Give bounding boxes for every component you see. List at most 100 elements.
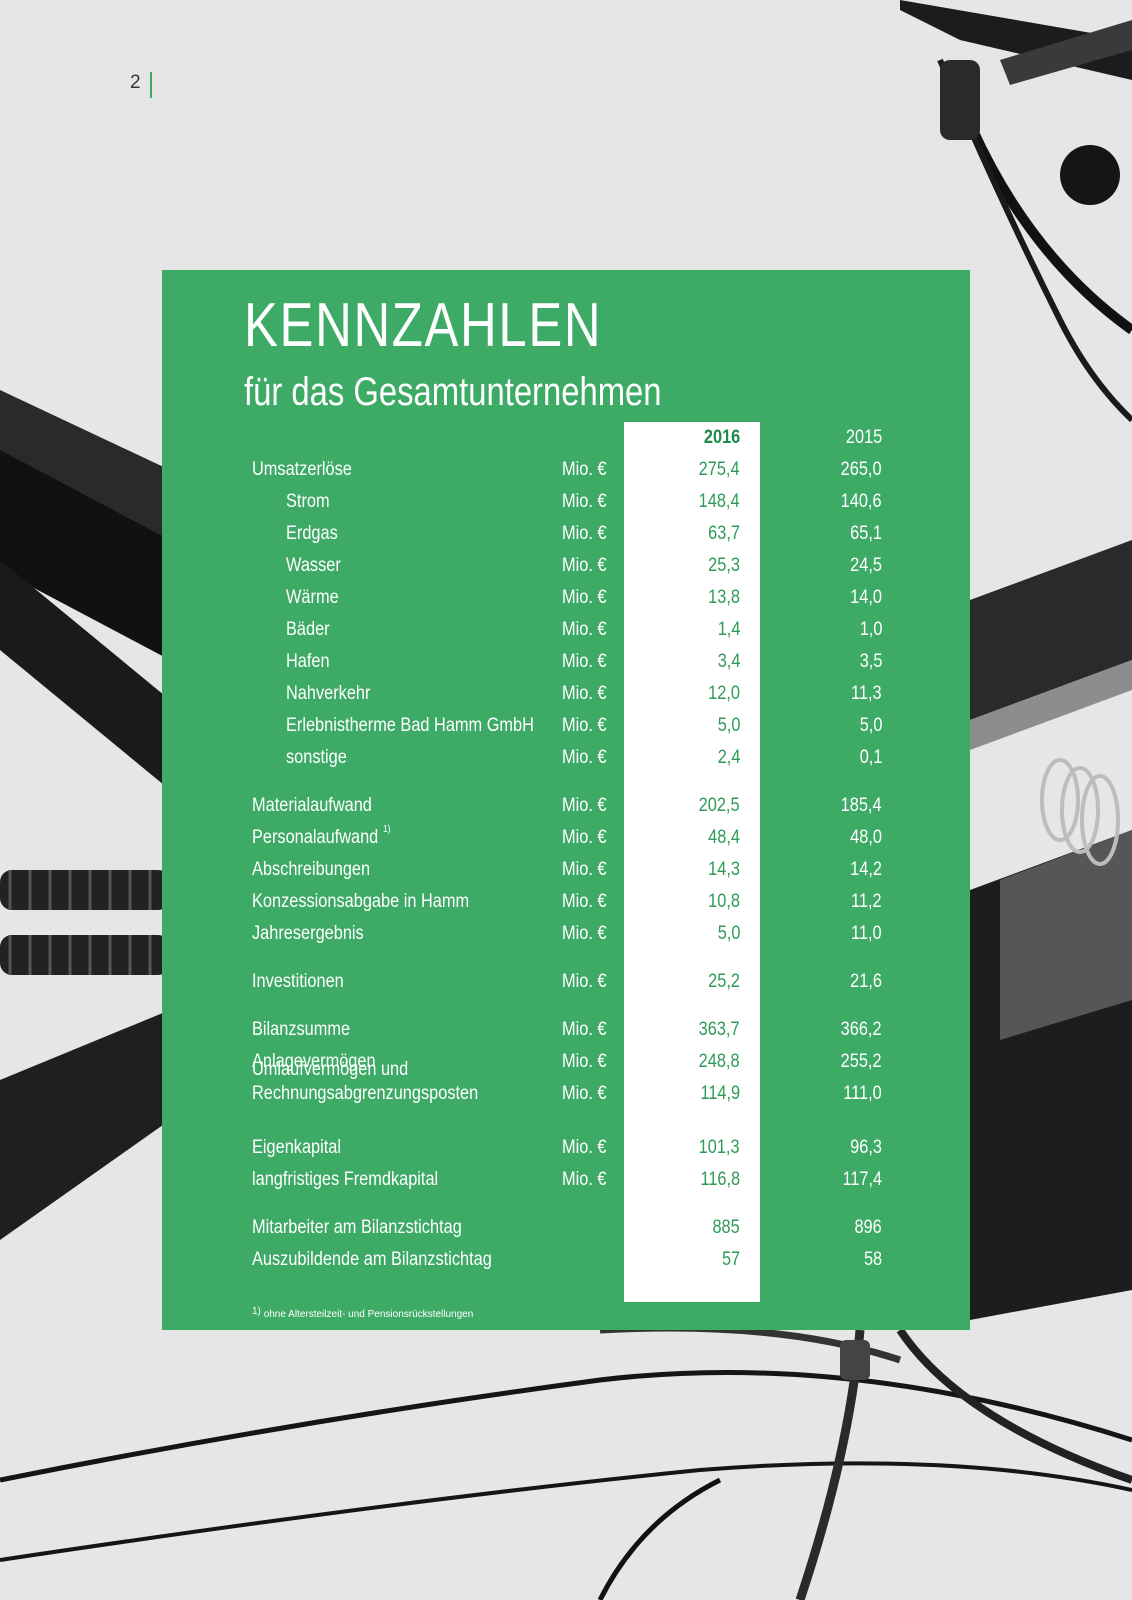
row-label-text: Konzessionsabgabe in Hamm — [252, 891, 470, 912]
value-2016: 5,0 — [717, 923, 740, 944]
value-2015: 58 — [863, 1249, 882, 1270]
value-2016: 14,3 — [708, 859, 740, 880]
value-2015: 140,6 — [841, 491, 882, 512]
row-label-text: Eigenkapital — [252, 1137, 342, 1158]
row-label: Bäder — [286, 619, 330, 642]
row-unit: Mio. € — [562, 1169, 607, 1190]
row-label-text: Jahresergebnis — [252, 923, 364, 944]
row-unit: Mio. € — [562, 523, 607, 544]
value-2016: 63,7 — [708, 523, 740, 544]
value-2016: 2,4 — [717, 747, 740, 768]
value-2015: 896 — [854, 1217, 882, 1238]
value-2016: 1,4 — [717, 619, 740, 640]
row-unit: Mio. € — [562, 859, 607, 880]
row-label-text: Wärme — [286, 587, 339, 608]
row-label: Hafen — [286, 651, 330, 674]
current-year-column-highlight — [624, 422, 760, 1302]
row-unit: Mio. € — [562, 491, 607, 512]
footnote-marker: 1) — [252, 1306, 261, 1317]
value-2015: 265,0 — [841, 459, 882, 480]
row-label: Konzessionsabgabe in Hamm — [252, 891, 469, 914]
row-label-text: Anlagevermögen — [252, 1051, 376, 1072]
value-2016: 202,5 — [699, 795, 740, 816]
row-label: Bilanzsumme — [252, 1019, 350, 1042]
row-label: Nahverkehr — [286, 683, 370, 706]
footnote-reference: 1) — [382, 824, 391, 835]
value-2016: 885 — [712, 1217, 740, 1238]
row-unit: Mio. € — [562, 923, 607, 944]
value-2016: 5,0 — [717, 715, 740, 736]
page-number: 2 — [130, 72, 141, 93]
row-unit: Mio. € — [562, 619, 607, 640]
row-label: Mitarbeiter am Bilanzstichtag — [252, 1217, 462, 1240]
value-2016: 48,4 — [708, 827, 740, 848]
row-label-text: Abschreibungen — [252, 859, 371, 880]
value-2015: 5,0 — [859, 715, 882, 736]
row-label: Investitionen — [252, 971, 344, 994]
row-unit: Mio. € — [562, 827, 607, 848]
footnote-text: ohne Altersteilzeit- und Pensionsrückste… — [263, 1309, 474, 1320]
value-2015: 96,3 — [850, 1137, 882, 1158]
page-subtitle: für das Gesamtunternehmen — [244, 370, 662, 414]
value-2016: 116,8 — [700, 1169, 740, 1190]
row-label-text: Investitionen — [252, 971, 344, 992]
row-unit: Mio. € — [562, 971, 607, 992]
row-label-text: Erlebnistherme Bad Hamm GmbH — [286, 715, 534, 736]
row-label: Strom — [286, 491, 330, 514]
row-unit: Mio. € — [562, 795, 607, 816]
value-2016: 25,2 — [708, 971, 740, 992]
value-2015: 1,0 — [859, 619, 882, 640]
row-label-text: Personalaufwand — [252, 827, 379, 848]
value-2016: 57 — [721, 1249, 740, 1270]
value-2015: 255,2 — [841, 1051, 882, 1072]
year-header-2015: 2015 — [845, 427, 882, 448]
row-label-text: Wasser — [286, 555, 341, 576]
row-label: Erlebnistherme Bad Hamm GmbH — [286, 715, 534, 738]
value-2016: 12,0 — [708, 683, 740, 704]
row-label: langfristiges Fremdkapital — [252, 1169, 438, 1192]
year-header-2016: 2016 — [703, 427, 740, 448]
row-label: Anlagevermögen — [252, 1051, 376, 1074]
value-2015: 366,2 — [841, 1019, 882, 1040]
row-label: Umsatzerlöse — [252, 459, 352, 482]
row-unit: Mio. € — [562, 683, 607, 704]
row-label-text: Umsatzerlöse — [252, 459, 352, 480]
row-unit: Mio. € — [562, 555, 607, 576]
value-2015: 0,1 — [859, 747, 882, 768]
row-label: sonstige — [286, 747, 347, 770]
row-label-line2: Rechnungsabgrenzungsposten — [252, 1083, 479, 1104]
row-unit: Mio. € — [562, 1083, 607, 1104]
value-2015: 48,0 — [850, 827, 882, 848]
row-unit: Mio. € — [562, 1051, 607, 1072]
value-2015: 65,1 — [850, 523, 882, 544]
footnote: 1) ohne Altersteilzeit- und Pensionsrück… — [252, 1306, 474, 1320]
value-2015: 117,4 — [842, 1169, 882, 1190]
page-title: KENNZAHLEN — [244, 291, 603, 360]
row-unit: Mio. € — [562, 891, 607, 912]
value-2015: 21,6 — [850, 971, 882, 992]
value-2015: 14,0 — [850, 587, 882, 608]
value-2016: 363,7 — [699, 1019, 740, 1040]
value-2015: 14,2 — [850, 859, 882, 880]
row-label: Materialaufwand — [252, 795, 372, 818]
row-label: Auszubildende am Bilanzstichtag — [252, 1249, 492, 1272]
row-unit: Mio. € — [562, 651, 607, 672]
value-2015: 24,5 — [850, 555, 882, 576]
row-unit: Mio. € — [562, 747, 607, 768]
row-label-text: Auszubildende am Bilanzstichtag — [252, 1249, 492, 1270]
value-2015: 111,0 — [843, 1083, 882, 1104]
row-label-text: sonstige — [286, 747, 347, 768]
row-label: Abschreibungen — [252, 859, 370, 882]
value-2015: 11,0 — [851, 923, 882, 944]
value-2015: 3,5 — [859, 651, 882, 672]
row-label: Wärme — [286, 587, 339, 610]
value-2016: 101,3 — [699, 1137, 740, 1158]
value-2016: 13,8 — [708, 587, 740, 608]
page-number-accent-bar — [150, 72, 152, 98]
value-2016: 248,8 — [699, 1051, 740, 1072]
row-label-text: Strom — [286, 491, 330, 512]
row-label: Umlaufvermögen und — [252, 1059, 409, 1080]
value-2016: 275,4 — [699, 459, 740, 480]
row-label: Eigenkapital — [252, 1137, 341, 1160]
row-label-text: Mitarbeiter am Bilanzstichtag — [252, 1217, 462, 1238]
